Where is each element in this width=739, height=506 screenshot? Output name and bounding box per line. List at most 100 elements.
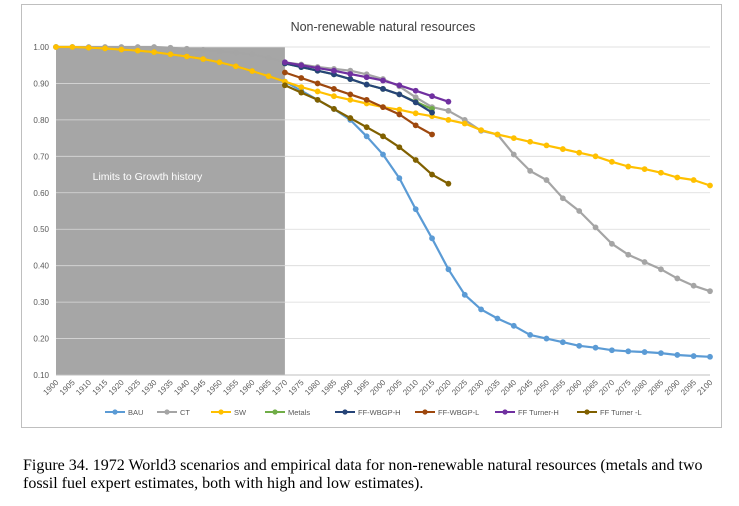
data-point-ff-turner-l xyxy=(314,96,321,103)
data-point-sw xyxy=(102,45,108,52)
data-point-bau xyxy=(559,339,566,346)
figure-caption: Figure 34. 1972 World3 scenarios and emp… xyxy=(23,457,703,492)
data-point-sw xyxy=(527,138,534,145)
data-point-ff-turner-l xyxy=(412,157,419,163)
data-point-ff-wbgp-l xyxy=(396,111,403,118)
data-point-sw xyxy=(232,63,239,70)
y-tick-label: 0.80 xyxy=(33,116,49,125)
data-point-ff-turner-l xyxy=(298,89,305,96)
data-point-ct xyxy=(249,51,256,58)
data-point-ff-turner-l xyxy=(445,180,452,187)
data-point-ff-turner-h xyxy=(445,98,452,105)
legend-label-ff-turner-l: FF Turner -L xyxy=(600,408,642,417)
data-point-ct xyxy=(445,107,452,114)
data-point-sw xyxy=(298,84,305,90)
data-point-sw xyxy=(690,177,697,183)
data-point-sw xyxy=(347,96,354,103)
data-point-ct xyxy=(510,151,517,158)
data-point-ct xyxy=(559,195,566,202)
data-point-bau xyxy=(690,353,697,359)
data-point-bau xyxy=(576,342,583,349)
data-point-ct xyxy=(265,55,272,61)
chart-title: Non-renewable natural resources xyxy=(291,20,476,34)
data-point-ct xyxy=(232,49,239,56)
data-point-ff-wbgp-l xyxy=(298,75,305,81)
data-point-ff-wbgp-h xyxy=(380,86,386,92)
data-point-sw xyxy=(412,110,419,117)
data-point-sw xyxy=(118,46,125,53)
data-point-ct xyxy=(183,45,190,52)
data-point-sw xyxy=(510,135,517,142)
legend-label-ff-turner-h: FF Turner-H xyxy=(518,408,559,417)
data-point-sw xyxy=(249,68,256,74)
data-point-ff-turner-l xyxy=(347,115,354,121)
data-point-sw xyxy=(478,127,484,133)
data-point-ct xyxy=(592,224,599,231)
y-tick-label: 0.70 xyxy=(33,152,49,161)
y-tick-label: 0.40 xyxy=(33,262,49,271)
legend-marker-bau xyxy=(112,409,118,415)
data-point-ct xyxy=(527,168,534,174)
data-point-ff-turner-h xyxy=(298,62,305,69)
data-point-sw xyxy=(53,44,59,50)
data-point-sw xyxy=(151,49,158,56)
data-point-ct xyxy=(412,94,419,101)
data-point-ct xyxy=(674,275,681,282)
data-point-ff-wbgp-l xyxy=(429,131,435,138)
data-point-ff-turner-h xyxy=(412,87,419,94)
data-point-ct xyxy=(625,251,632,258)
legend-marker-ff-turner-l xyxy=(584,409,590,415)
data-point-ff-wbgp-l xyxy=(331,86,337,92)
legend-marker-ff-wbgp-l xyxy=(422,409,428,415)
series-line-ff-wbgp-h xyxy=(284,62,433,114)
data-point-sw xyxy=(576,149,583,156)
data-point-ff-turner-l xyxy=(380,133,386,140)
data-point-ff-turner-h xyxy=(429,93,435,100)
data-point-sw xyxy=(396,106,403,113)
data-point-sw xyxy=(69,44,76,50)
data-point-sw xyxy=(543,142,550,149)
legend-label-ct: CT xyxy=(180,408,190,417)
data-point-bau xyxy=(380,151,386,158)
data-point-ff-turner-h xyxy=(331,67,337,74)
data-point-sw xyxy=(707,182,713,189)
data-point-ff-turner-l xyxy=(282,82,288,89)
data-point-ff-wbgp-l xyxy=(363,96,370,103)
data-point-sw xyxy=(625,163,632,170)
legend-label-sw: SW xyxy=(234,408,247,417)
data-point-ff-wbgp-h xyxy=(412,99,419,106)
legend-label-bau: BAU xyxy=(128,408,143,417)
data-point-bau xyxy=(510,322,517,329)
legend-label-metals: Metals xyxy=(288,408,310,417)
data-point-sw xyxy=(674,174,681,181)
data-point-bau xyxy=(707,353,713,360)
data-point-ct xyxy=(576,208,583,214)
data-point-ct xyxy=(707,288,713,295)
data-point-ff-wbgp-l xyxy=(412,122,419,129)
data-point-bau xyxy=(609,347,615,354)
legend-marker-ff-wbgp-h xyxy=(342,409,348,415)
data-point-ff-wbgp-l xyxy=(314,80,321,87)
data-point-sw xyxy=(134,47,141,54)
data-point-bau xyxy=(592,344,599,351)
data-point-ct xyxy=(167,44,174,51)
data-point-bau xyxy=(461,291,468,298)
data-point-ct xyxy=(543,177,550,183)
data-point-bau xyxy=(429,235,435,242)
data-point-sw xyxy=(331,93,337,100)
data-point-bau xyxy=(658,350,664,357)
data-point-ct xyxy=(216,48,223,55)
data-point-sw xyxy=(167,51,174,58)
chart-frame: Limits to Growth history Non-renewable n… xyxy=(21,4,722,428)
data-point-sw xyxy=(85,44,92,51)
data-point-sw xyxy=(445,116,452,123)
data-point-bau xyxy=(527,332,534,338)
data-point-sw xyxy=(609,158,615,165)
data-point-sw xyxy=(592,153,599,160)
history-region-label: Limits to Growth history xyxy=(93,171,203,183)
data-point-ff-turner-h xyxy=(282,59,288,66)
data-point-bau xyxy=(543,335,550,342)
data-point-ff-wbgp-l xyxy=(282,69,288,76)
chart-svg: Limits to Growth history Non-renewable n… xyxy=(22,5,721,427)
y-tick-label: 0.20 xyxy=(33,335,49,344)
